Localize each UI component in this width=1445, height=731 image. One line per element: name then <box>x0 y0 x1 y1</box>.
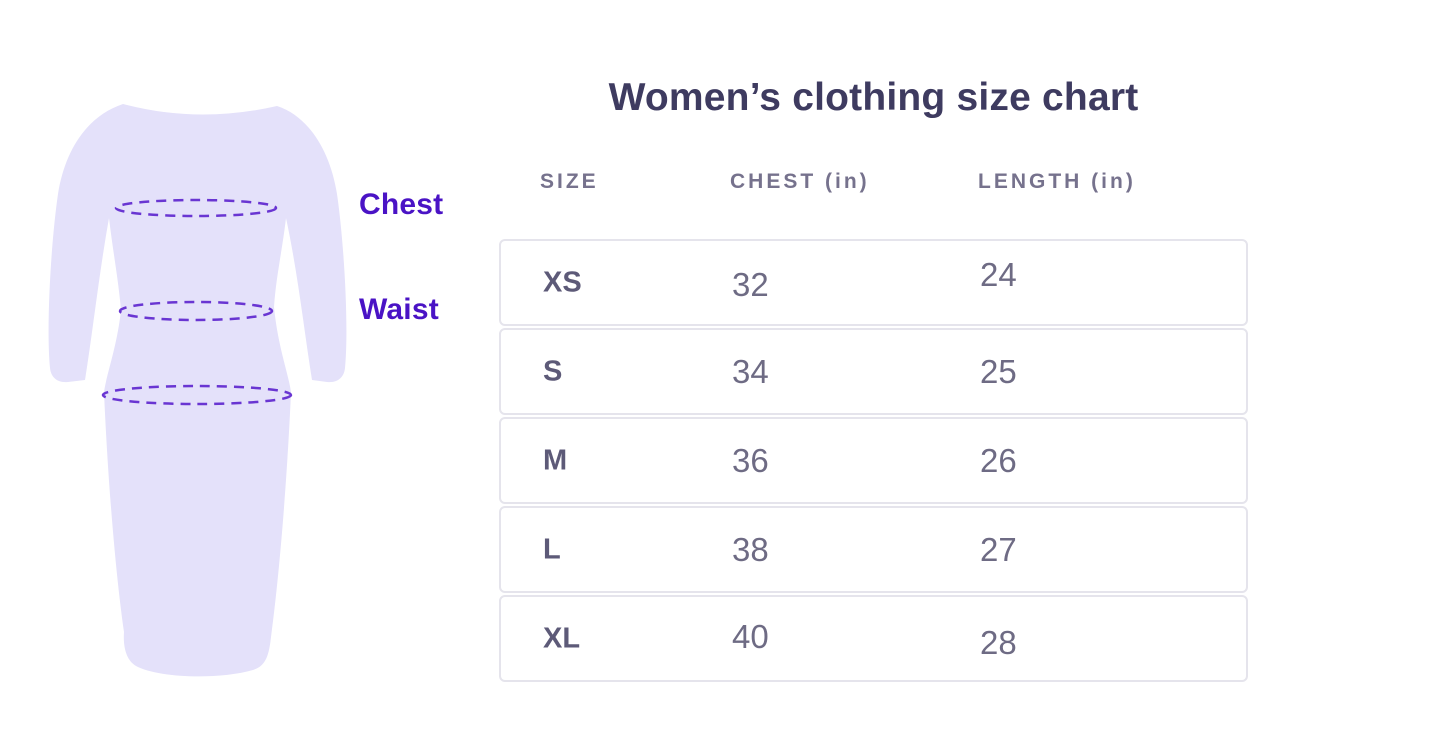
chest-label: Chest <box>359 188 444 221</box>
cell-length: 25 <box>980 352 1017 390</box>
size-chart-panel: Women’s clothing size chart SIZE CHEST (… <box>499 0 1248 731</box>
cell-length: 26 <box>980 441 1017 479</box>
dress-figure <box>48 104 347 677</box>
column-header-size: SIZE <box>540 170 599 193</box>
size-table-row: M 36 26 <box>499 417 1248 504</box>
dress-silhouette <box>48 104 347 677</box>
table-header-row: SIZE CHEST (in) LENGTH (in) <box>499 170 1248 202</box>
cell-size: M <box>543 444 568 476</box>
waist-measure-line <box>118 300 274 322</box>
size-table-body: XS 32 24 S 34 25 M 36 26 L 38 27 XL 40 28 <box>499 239 1248 684</box>
column-header-chest: CHEST (in) <box>730 170 870 193</box>
cell-size: S <box>543 355 563 387</box>
cell-length: 28 <box>980 623 1017 661</box>
size-table-row: L 38 27 <box>499 506 1248 593</box>
size-table-row: XS 32 24 <box>499 239 1248 326</box>
cell-size: XL <box>543 622 581 654</box>
size-table-row: XL 40 28 <box>499 595 1248 682</box>
page-title: Women’s clothing size chart <box>608 76 1139 119</box>
waist-label: Waist <box>359 293 439 326</box>
cell-chest: 32 <box>732 265 769 303</box>
cell-chest: 38 <box>732 530 769 568</box>
column-header-length: LENGTH (in) <box>978 170 1136 193</box>
cell-length: 27 <box>980 530 1017 568</box>
size-table-row: S 34 25 <box>499 328 1248 415</box>
cell-chest: 36 <box>732 441 769 479</box>
cell-length: 24 <box>980 255 1017 293</box>
dress-illustration: Chest Waist <box>0 0 470 731</box>
chest-measure-line <box>114 198 278 218</box>
cell-chest: 40 <box>732 617 769 655</box>
cell-size: L <box>543 533 561 565</box>
cell-chest: 34 <box>732 352 769 390</box>
cell-size: XS <box>543 266 582 298</box>
hip-measure-line <box>101 384 293 406</box>
